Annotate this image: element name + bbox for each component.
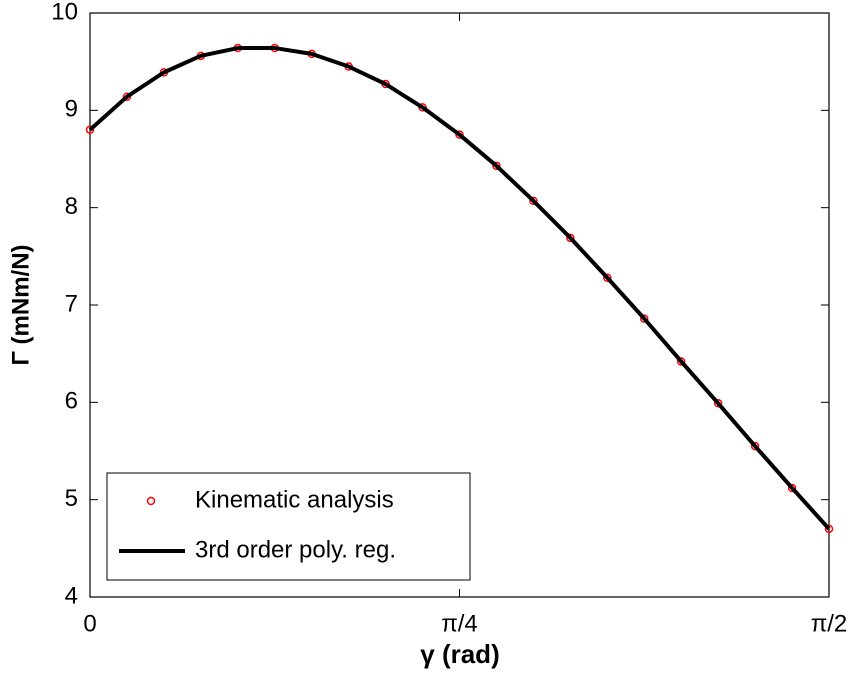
x-tick-label: π/2: [811, 610, 848, 637]
data-point: [640, 314, 649, 323]
y-tick-label: 6: [65, 388, 78, 415]
data-point: [603, 273, 612, 282]
legend-box: [106, 472, 471, 581]
data-point: [750, 441, 760, 451]
legend-label: 3rd order poly. reg.: [195, 536, 396, 563]
legend-label: Kinematic analysis: [195, 486, 394, 513]
y-tick-label: 8: [65, 193, 78, 220]
y-tick-label: 9: [65, 96, 78, 123]
data-point: [676, 357, 686, 366]
data-point: [492, 161, 501, 171]
y-tick-label: 10: [51, 0, 78, 25]
x-axis-label: γ (rad): [420, 639, 499, 669]
data-point: [455, 130, 464, 139]
data-point: [566, 233, 575, 243]
legend-marker: [146, 496, 156, 506]
data-point: [787, 483, 797, 493]
data-point: [529, 196, 538, 206]
data-point: [824, 524, 834, 534]
x-tick-label: 0: [83, 610, 96, 637]
y-tick-label: 7: [65, 290, 78, 317]
data-point: [85, 125, 95, 135]
y-axis-label: Γ (mNm/N): [7, 244, 34, 365]
y-tick-label: 5: [65, 485, 78, 512]
data-point: [713, 399, 723, 408]
y-tick-label: 4: [65, 582, 78, 609]
data-line: [88, 46, 831, 531]
x-tick-label: π/4: [441, 610, 478, 637]
